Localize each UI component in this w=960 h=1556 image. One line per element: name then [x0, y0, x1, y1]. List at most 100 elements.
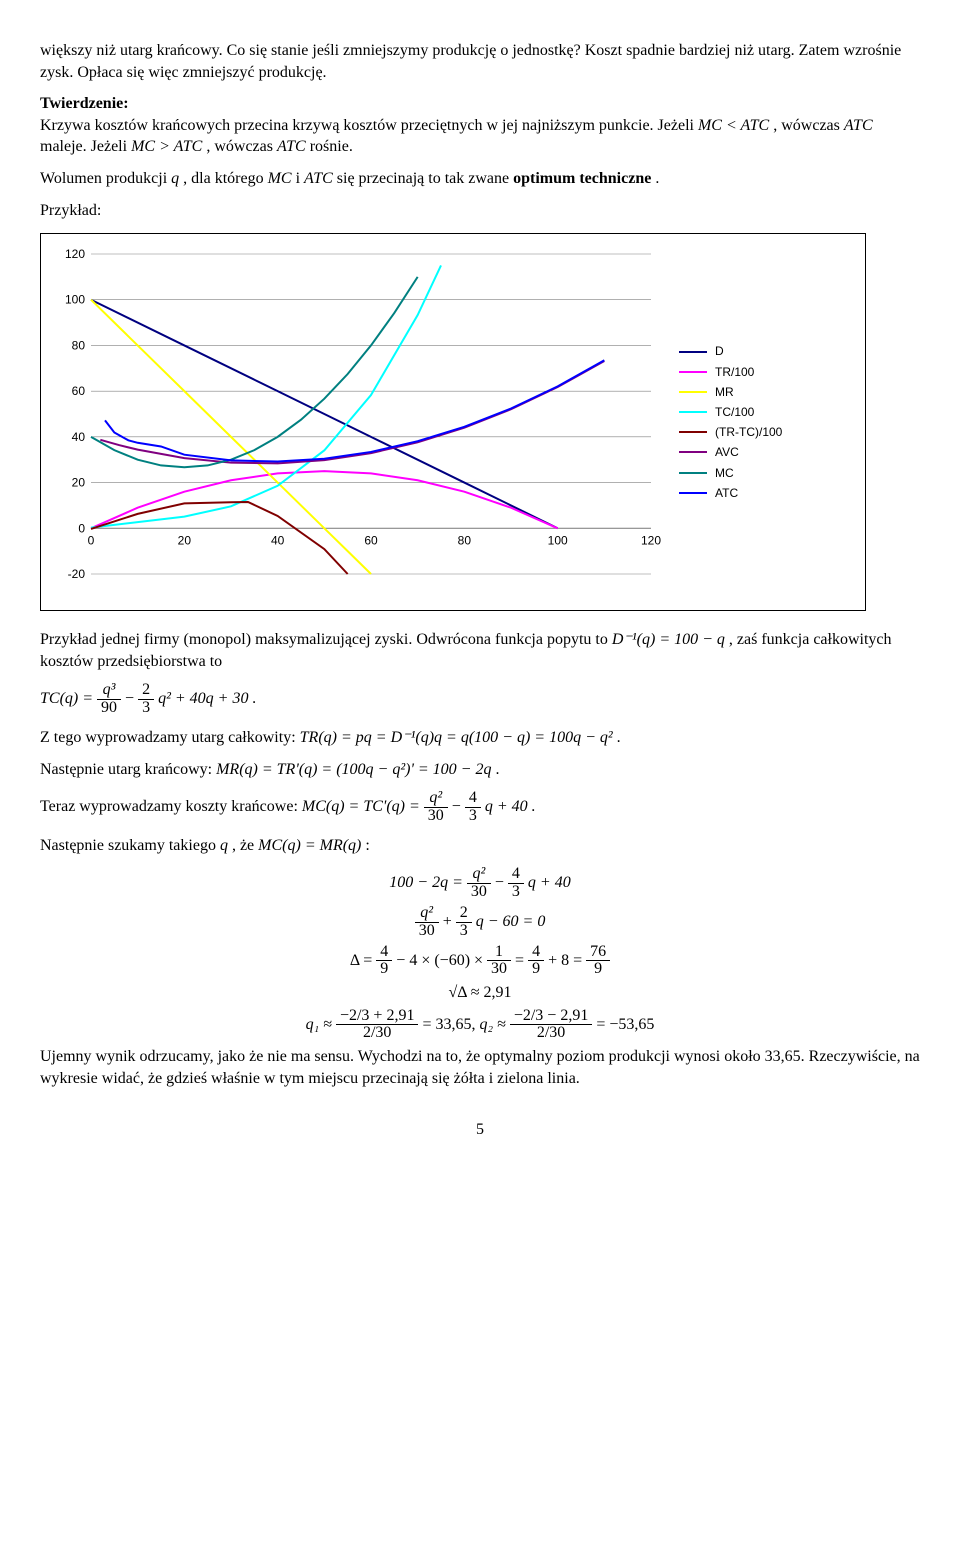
legend-swatch [679, 371, 707, 373]
tc-frac2: 23 [138, 682, 154, 717]
tc-minus: − [125, 690, 138, 707]
mr-eq: MR(q) = TR'(q) = (100q − q²)' = 100 − 2q [216, 761, 491, 778]
eq2-f1: q²30 [415, 905, 439, 940]
theorem-body-b: , wówczas [773, 117, 844, 134]
p3c: i [296, 170, 304, 187]
econ-chart: -20020406080100120020406080100120 [51, 244, 661, 600]
q2f: −2/3 − 2,912/30 [510, 1008, 593, 1043]
q1d: 2/30 [336, 1025, 419, 1042]
mc-n1: q² [424, 790, 448, 808]
q-sym-2: q [220, 837, 228, 854]
eq1-minus: − [495, 874, 508, 891]
colon: : [365, 837, 369, 854]
tr-paragraph: Z tego wyprowadzamy utarg całkowity: TR(… [40, 727, 920, 749]
period-1: . [655, 170, 659, 187]
mc-sym: MC [268, 170, 292, 187]
mc-lhs: MC(q) = TC'(q) = [302, 798, 420, 815]
mc-minus: − [452, 798, 465, 815]
eq1d2: 3 [508, 884, 524, 901]
tc-n1: q³ [97, 682, 121, 700]
legend-label: D [715, 343, 724, 359]
p6a: Następnie utarg krańcowy: [40, 761, 216, 778]
delta-lhs: Δ = [350, 951, 372, 968]
eq2-plus: + [443, 913, 456, 930]
tc-rest: q² + 40q + 30 . [158, 690, 256, 707]
eq2-rest: q − 60 = 0 [476, 913, 546, 930]
chart-legend: D TR/100 MR TC/100 (TR-TC)/100 AVC MC ATC [679, 339, 782, 505]
legend-item-tc100: TC/100 [679, 404, 782, 420]
solve-intro: Następnie szukamy takiego q , że MC(q) =… [40, 835, 920, 857]
svg-text:40: 40 [72, 430, 86, 444]
tc-lhs: TC(q) = [40, 690, 93, 707]
df2: 130 [487, 944, 511, 979]
d-inverse: D⁻¹(q) = 100 − q [612, 631, 725, 648]
theorem: Twierdzenie: Krzywa kosztów krańcowych p… [40, 93, 920, 158]
eq-roots: q₁ ≈ −2/3 + 2,912/30 = 33,65, q₂ ≈ −2/3 … [40, 1008, 920, 1043]
svg-text:100: 100 [548, 533, 568, 547]
mr-paragraph: Następnie utarg krańcowy: MR(q) = TR'(q)… [40, 759, 920, 781]
legend-swatch [679, 472, 707, 474]
dn3: 4 [528, 944, 544, 962]
dd4: 9 [586, 961, 610, 978]
p4a: Przykład jednej firmy (monopol) maksymal… [40, 631, 612, 648]
mc-rest: q + 40 . [485, 798, 536, 815]
p3d: się przecinają to tak zwane [337, 170, 513, 187]
p3a: Wolumen produkcji [40, 170, 171, 187]
delta-mid: − 4 × (−60) × [396, 951, 487, 968]
eq2n1: q² [415, 905, 439, 923]
eq2n2: 2 [456, 905, 472, 923]
legend-item-atc: ATC [679, 485, 782, 501]
optimum-techniczne: optimum techniczne [513, 170, 651, 187]
theorem-body-d: , wówczas [206, 138, 277, 155]
legend-label: TC/100 [715, 404, 754, 420]
eq2-f2: 23 [456, 905, 472, 940]
dn4: 76 [586, 944, 610, 962]
q-sym: q [171, 170, 179, 187]
legend-swatch [679, 351, 707, 353]
svg-text:120: 120 [65, 247, 85, 261]
svg-text:80: 80 [72, 339, 86, 353]
svg-text:0: 0 [78, 521, 85, 535]
legend-item-mc: MC [679, 465, 782, 481]
legend-label: AVC [715, 444, 739, 460]
eq1n2: 4 [508, 866, 524, 884]
legend-label: TR/100 [715, 364, 754, 380]
tc-d1: 90 [97, 700, 121, 717]
chart-container: -20020406080100120020406080100120 DTR/10… [40, 233, 866, 611]
dd2: 30 [487, 961, 511, 978]
tc-d2: 3 [138, 700, 154, 717]
df4: 769 [586, 944, 610, 979]
svg-text:20: 20 [72, 476, 86, 490]
eq1n1: q² [467, 866, 491, 884]
q2n: −2/3 − 2,91 [510, 1008, 593, 1026]
legend-label: MC [715, 465, 734, 481]
closing-paragraph: Ujemny wynik odrzucamy, jako że nie ma s… [40, 1046, 920, 1089]
tr-eq: TR(q) = pq = D⁻¹(q)q = q(100 − q) = 100q… [300, 729, 613, 746]
tc-n2: 2 [138, 682, 154, 700]
svg-text:-20: -20 [68, 567, 86, 581]
legend-swatch [679, 451, 707, 453]
p8a: Następnie szukamy takiego [40, 837, 220, 854]
eq1-lhs: 100 − 2q = [389, 874, 463, 891]
tc-frac1: q³90 [97, 682, 121, 717]
svg-text:20: 20 [178, 533, 192, 547]
legend-item-mr: MR [679, 384, 782, 400]
mc-d1: 30 [424, 808, 448, 825]
eq-sqrt: √Δ ≈ 2,91 [40, 982, 920, 1004]
example-intro: Przykład jednej firmy (monopol) maksymal… [40, 629, 920, 672]
opening-paragraph: większy niż utarg krańcowy. Co się stani… [40, 40, 920, 83]
legend-label: (TR-TC)/100 [715, 424, 782, 440]
mc-frac1: q²30 [424, 790, 448, 825]
mc-eq-mr: MC(q) = MR(q) [258, 837, 361, 854]
legend-item-avc: AVC [679, 444, 782, 460]
dd1: 9 [376, 961, 392, 978]
theorem-body-e: rośnie. [310, 138, 353, 155]
p7: Teraz wyprowadzamy koszty krańcowe: [40, 798, 302, 815]
legend-label: ATC [715, 485, 738, 501]
p5b: . [617, 729, 621, 746]
q1f: −2/3 + 2,912/30 [336, 1008, 419, 1043]
legend-swatch [679, 391, 707, 393]
svg-text:60: 60 [72, 384, 86, 398]
eq1-f2: 43 [508, 866, 524, 901]
legend-swatch [679, 431, 707, 433]
